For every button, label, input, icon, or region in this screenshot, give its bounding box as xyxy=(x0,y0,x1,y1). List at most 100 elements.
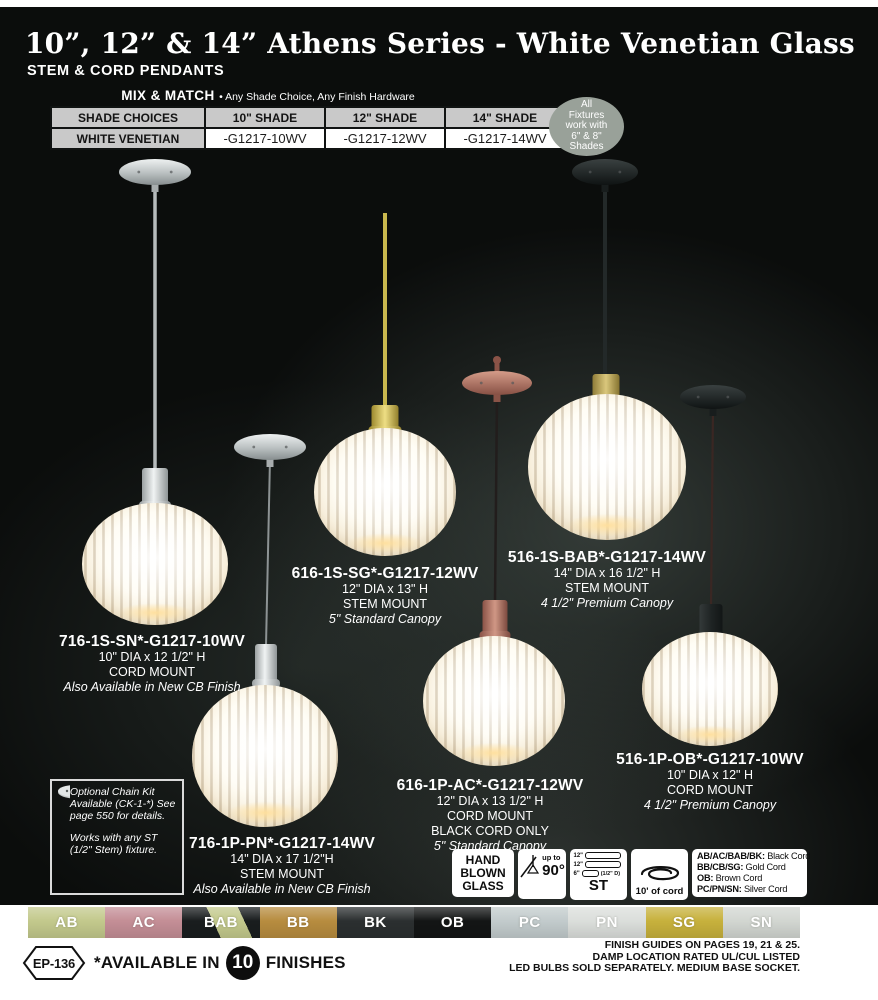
cord-color-line: OB: Brown Cord xyxy=(697,873,763,883)
hand-blown-line: BLOWN xyxy=(460,865,506,880)
finish-swatch-bk: BK xyxy=(336,907,415,938)
shade-table-header-cell: 12" SHADE xyxy=(324,106,446,129)
product-mount: STEM MOUNT xyxy=(239,867,325,881)
product-label: 516-1P-OB*-G1217-10WV 10" DIA x 12" H CORD… xyxy=(570,751,850,813)
ninety-degrees-label: 90° xyxy=(542,862,565,879)
product-size: 10" DIA x 12 1/2" H xyxy=(98,650,206,664)
badge-line: Shades xyxy=(569,141,604,153)
footer-note-line: LED BULBS SOLD SEPARATELY. MEDIUM BASE S… xyxy=(509,962,800,974)
product-label: 616-1S-SG*-G1217-12WV 12" DIA x 13" H STEM… xyxy=(245,565,525,627)
shade-table-header-cell: SHADE CHOICES xyxy=(50,106,206,129)
product-model: 516-1S-BAB*-G1217-14WV xyxy=(507,549,707,566)
pendant-image-616-1s-sg xyxy=(314,213,456,556)
chain-kit-box: Optional Chain Kit Available (CK-1-*) Se… xyxy=(50,779,184,895)
chain-kit-paragraph-2: Works with any ST (1/2" Stem) fixture. xyxy=(69,832,158,856)
coiled-cord-icon xyxy=(640,866,679,881)
cord-color-line: AB/AC/BAB/BK: Black Cord xyxy=(697,851,811,861)
chain-kit-paragraph-1: Optional Chain Kit Available (CK-1-*) Se… xyxy=(69,786,176,822)
product-size: 10" DIA x 12" H xyxy=(667,768,753,782)
product-label: 716-1S-SN*-G1217-10WV 10" DIA x 12 1/2" H… xyxy=(12,633,292,695)
page-title: 10”, 12” & 14” Athens Series - White Ven… xyxy=(25,27,855,60)
sloped-ceiling-box: up to 90° xyxy=(518,849,566,899)
finish-swatch-sg: SG xyxy=(645,907,723,938)
product-mount: CORD MOUNT xyxy=(108,665,196,679)
stem-bar-icon xyxy=(585,852,622,859)
chain-kit-icon xyxy=(58,785,70,799)
stem-row: 12" xyxy=(574,852,624,859)
mix-match-tagline: • Any Shade Choice, Any Finish Hardware xyxy=(219,91,415,103)
stem-length-label: 6" xyxy=(573,870,580,877)
finish-swatch-ab: AB xyxy=(28,907,106,938)
product-size: 12" DIA x 13" H xyxy=(342,582,428,596)
product-note: Also Available in New CB Finish xyxy=(63,680,241,694)
pendant-image-716-1s-sn xyxy=(82,159,228,625)
sloped-ceiling-icon xyxy=(520,855,540,878)
chain-kit-text: Optional Chain Kit Available (CK-1-*) Se… xyxy=(70,783,180,891)
footer-left: EP-136 *AVAILABLE IN 10 FINISHES xyxy=(22,945,346,981)
hand-blown-line: GLASS xyxy=(462,878,504,893)
product-mount: STEM MOUNT xyxy=(564,581,650,595)
product-extra: BLACK CORD ONLY xyxy=(431,824,549,838)
finish-swatches: AB AC BAB BB BK OB PC PN SG SN xyxy=(28,907,801,938)
product-model: 716-1S-SN*-G1217-10WV xyxy=(59,633,245,650)
shade-table-header-cell: 14" SHADE xyxy=(444,106,566,129)
hand-blown-glass-box: HAND BLOWN GLASS xyxy=(452,849,514,897)
shade-table-cell: -G1217-14WV xyxy=(444,127,566,150)
product-size: 12" DIA x 13 1/2" H xyxy=(436,794,544,808)
shade-table-cell: -G1217-12WV xyxy=(324,127,446,150)
available-in-label: *AVAILABLE IN xyxy=(94,953,220,972)
pendant-image-616-1p-ac xyxy=(423,356,565,766)
page-code: EP-136 xyxy=(32,955,76,971)
pendant-lamps-illustration xyxy=(82,159,778,827)
finishes-label: FINISHES xyxy=(265,953,346,972)
finish-swatch-bb: BB xyxy=(259,907,337,938)
product-note: 4 1/2" Premium Canopy xyxy=(643,798,777,812)
product-model: 616-1S-SG*-G1217-12WV xyxy=(291,565,479,582)
shade-table-header-cell: 10" SHADE xyxy=(204,106,326,129)
product-size: 14" DIA x 17 1/2"H xyxy=(230,852,334,866)
shade-table-cell: -G1217-10WV xyxy=(204,127,326,150)
product-mount: STEM MOUNT xyxy=(342,597,428,611)
stem-lengths-box: 12" 12" 6" (1/2" D) ST xyxy=(570,849,627,900)
pendant-image-716-1p-pn xyxy=(192,434,338,827)
cord-length-label: 10' of cord xyxy=(635,886,684,897)
cord-color-codes: OB: xyxy=(697,873,714,883)
stem-diameter-label: (1/2" D) xyxy=(600,870,621,877)
product-label: 516-1S-BAB*-G1217-14WV 14" DIA x 16 1/2" … xyxy=(467,549,747,611)
finish-swatch-bab: BAB xyxy=(182,907,260,938)
product-model: 616-1P-AC*-G1217-12WV xyxy=(396,777,584,794)
finish-swatch-ac: AC xyxy=(105,907,183,938)
pendant-image-516-1p-ob xyxy=(642,385,778,746)
fixture-compatibility-badge: All Fixtures work with 6" & 8" Shades xyxy=(549,97,624,156)
finish-swatch-pn: PN xyxy=(568,907,646,938)
badge-line: work with xyxy=(565,120,608,132)
stem-length-label: 12" xyxy=(573,852,584,859)
product-mount: CORD MOUNT xyxy=(666,783,754,797)
cord-color-codes: PC/PN/SN: xyxy=(697,884,742,894)
dark-photo-panel: 10”, 12” & 14” Athens Series - White Ven… xyxy=(0,7,878,905)
product-note: 5" Standard Canopy xyxy=(433,839,547,853)
shade-table-header-row: SHADE CHOICES 10" SHADE 12" SHADE 14" SHADE xyxy=(50,106,566,129)
stem-bar-icon xyxy=(581,870,599,877)
footer-note-line: DAMP LOCATION RATED UL/CUL LISTED xyxy=(592,950,800,963)
product-note: Also Available in New CB Finish xyxy=(193,882,371,896)
stem-length-label: 12" xyxy=(573,861,584,868)
product-label: 716-1P-PN*-G1217-14WV 14" DIA x 17 1/2"H S… xyxy=(142,835,422,897)
hexagon-icon xyxy=(22,946,86,980)
shade-choices-table: SHADE CHOICES 10" SHADE 12" SHADE 14" SHADE… xyxy=(50,106,566,150)
page-subtitle: STEM & CORD PENDANTS xyxy=(27,63,225,79)
cord-color-codes: BB/CB/SG: xyxy=(697,862,744,872)
mix-match-heading: MIX & MATCH xyxy=(121,88,215,103)
hand-blown-line: HAND xyxy=(465,852,501,867)
product-size: 14" DIA x 16 1/2" H xyxy=(553,566,661,580)
pendant-image-516-1s-bab xyxy=(528,159,686,540)
product-note: 5" Standard Canopy xyxy=(328,612,442,626)
cord-color-line: PC/PN/SN: Silver Cord xyxy=(697,884,788,894)
footer-notes: FINISH GUIDES ON PAGES 19, 21 & 25. DAMP … xyxy=(509,939,800,975)
product-model: 516-1P-OB*-G1217-10WV xyxy=(616,751,804,768)
stem-row: 6" (1/2" D) xyxy=(574,870,624,877)
mix-match-line: MIX & MATCH • Any Shade Choice, Any Fini… xyxy=(50,87,486,105)
cord-color-line: BB/CB/SG: Gold Cord xyxy=(697,862,786,872)
badge-line: All xyxy=(580,99,593,111)
